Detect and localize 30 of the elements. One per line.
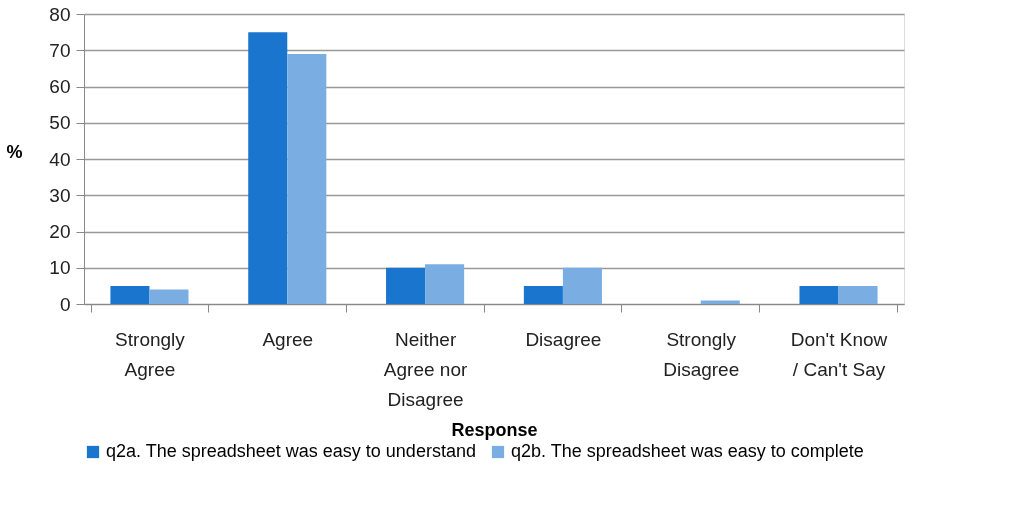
bar	[386, 267, 426, 304]
x-tick-label: Neither Agree nor Disagree	[383, 328, 468, 410]
y-axis-title: %	[6, 141, 23, 162]
bar	[700, 300, 740, 304]
bar	[523, 285, 563, 304]
bar	[425, 264, 465, 304]
y-tick-label: 40	[49, 148, 71, 170]
y-tick-label: 70	[49, 39, 71, 61]
y-tick-label: 50	[49, 112, 71, 134]
x-tick-label: Strongly Agree	[115, 328, 186, 380]
bar	[248, 32, 288, 304]
y-tick-label: 60	[49, 76, 71, 97]
x-tick-label: Strongly Disagree	[663, 328, 740, 380]
y-tick-label: 0	[59, 293, 71, 315]
legend-label: q2a. The spreadsheet was easy to understand	[106, 441, 476, 461]
bar	[287, 53, 327, 304]
bar	[110, 285, 150, 304]
y-tick-label: 30	[49, 184, 71, 206]
bar	[149, 289, 189, 304]
bar	[799, 285, 839, 304]
x-tick-label: Agree	[262, 328, 314, 350]
x-axis-title: Response	[451, 419, 538, 440]
bar	[562, 267, 602, 304]
legend-label: q2b. The spreadsheet was easy to complete	[511, 441, 864, 461]
bar	[838, 285, 878, 304]
x-tick-label: Disagree	[525, 328, 602, 350]
y-tick-label: 10	[49, 257, 71, 279]
y-tick-label: 80	[49, 3, 71, 25]
y-tick-label: 20	[49, 221, 71, 242]
x-tick-label: Don't Know / Can't Say	[790, 328, 888, 380]
